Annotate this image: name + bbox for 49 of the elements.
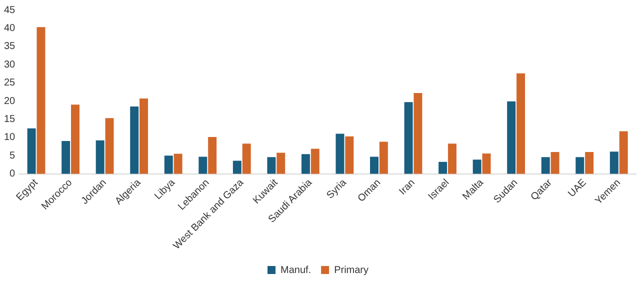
y-tick-label: 10 <box>4 132 16 144</box>
bar <box>576 157 584 174</box>
y-tick-label: 40 <box>4 22 16 34</box>
bar <box>62 141 70 174</box>
y-tick-label: 5 <box>10 150 16 162</box>
bar <box>610 152 618 174</box>
bar <box>541 157 550 174</box>
bar <box>174 154 182 174</box>
bar <box>482 153 491 174</box>
bar <box>414 93 422 174</box>
bar <box>345 136 354 174</box>
y-tick-label: 45 <box>4 4 16 16</box>
bar <box>370 156 378 174</box>
bar <box>438 162 448 174</box>
legend-label: Manuf. <box>280 264 312 276</box>
bar <box>448 144 456 174</box>
bar <box>242 144 251 174</box>
bar <box>71 104 80 174</box>
y-tick-label: 25 <box>4 78 16 89</box>
bar <box>208 137 217 174</box>
y-tick-label: 30 <box>4 59 16 70</box>
y-tick-label: 0 <box>10 168 16 180</box>
bar <box>267 157 276 174</box>
bar <box>301 154 310 174</box>
bar <box>310 148 320 174</box>
bar <box>619 131 628 174</box>
legend-label: Primary <box>334 264 369 276</box>
bar <box>140 98 148 174</box>
bar <box>379 142 388 174</box>
bar <box>516 73 526 174</box>
bar <box>472 160 482 174</box>
bar <box>164 156 173 174</box>
bar <box>507 101 516 174</box>
y-tick-label: 35 <box>4 41 16 52</box>
bar <box>27 128 36 174</box>
bar <box>105 118 114 174</box>
x-tick-label: Iran <box>397 177 418 198</box>
bar <box>550 152 560 174</box>
bar <box>276 152 286 174</box>
bar <box>96 140 104 174</box>
bar <box>585 152 594 174</box>
y-tick-label: 20 <box>4 96 16 107</box>
bar <box>36 27 46 174</box>
bar <box>198 156 208 174</box>
bar <box>232 160 242 174</box>
bar <box>336 134 344 174</box>
bar <box>130 106 139 174</box>
y-tick-label: 15 <box>4 114 16 125</box>
bar <box>404 102 413 174</box>
